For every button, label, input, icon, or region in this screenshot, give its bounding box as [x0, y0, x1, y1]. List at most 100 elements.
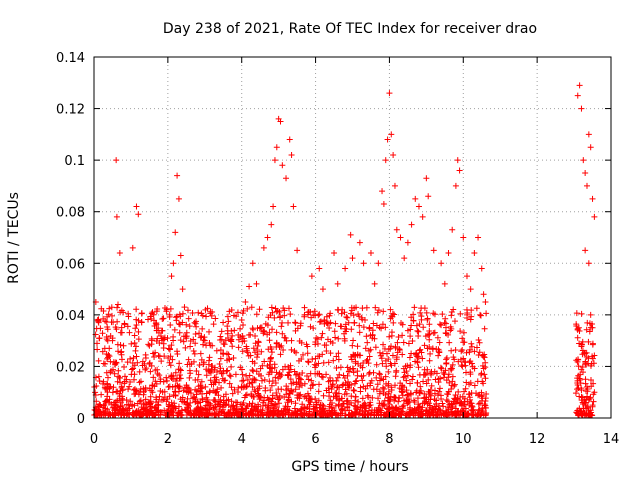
data-point-background: [337, 364, 344, 371]
data-point-background: [97, 325, 104, 332]
data-point-background: [318, 411, 325, 418]
data-point-background: [408, 322, 415, 329]
data-point-background: [223, 368, 230, 375]
data-point-background: [156, 393, 163, 400]
data-point-background: [292, 319, 299, 326]
data-point-background: [434, 334, 441, 341]
data-point-background: [286, 407, 293, 414]
data-point-background: [285, 403, 292, 410]
data-point-background: [468, 340, 475, 347]
data-point-background: [147, 403, 154, 410]
data-point-background: [317, 412, 324, 419]
data-point-background: [123, 396, 130, 403]
data-point-background: [211, 411, 218, 418]
data-point-background: [393, 367, 400, 374]
data-point: [438, 260, 445, 267]
data-point-background: [152, 367, 159, 374]
data-point-background: [379, 384, 386, 391]
data-point-background: [327, 310, 334, 317]
data-point-background: [370, 386, 377, 393]
data-point-background: [352, 393, 359, 400]
data-point-background: [100, 402, 107, 409]
data-point-background: [427, 350, 434, 357]
data-point-background: [477, 312, 484, 319]
data-point-background: [184, 385, 191, 392]
data-point-background: [235, 344, 242, 351]
data-point: [349, 255, 356, 262]
data-point-background: [348, 356, 355, 363]
data-point-background: [335, 350, 342, 357]
data-point-background: [224, 313, 231, 320]
data-point-background: [249, 367, 256, 374]
data-point-background: [313, 335, 320, 342]
data-point-background: [145, 316, 152, 323]
data-point: [360, 260, 367, 267]
data-point-background: [317, 402, 324, 409]
data-point-background: [142, 366, 149, 373]
data-point: [585, 131, 592, 138]
data-point-background: [217, 346, 224, 353]
data-point-background: [294, 325, 301, 332]
data-point-background: [437, 375, 444, 382]
data-point-background: [206, 388, 213, 395]
data-point: [582, 350, 589, 357]
data-point: [113, 157, 120, 164]
data-point-background: [407, 380, 414, 387]
data-point-background: [408, 350, 415, 357]
data-point-background: [410, 317, 417, 324]
data-point-background: [163, 374, 170, 381]
data-point-background: [287, 376, 294, 383]
data-point-background: [131, 376, 138, 383]
data-point-background: [585, 411, 592, 418]
data-point-background: [276, 400, 283, 407]
data-point-background: [192, 386, 199, 393]
data-point-background: [345, 368, 352, 375]
data-point-background: [288, 337, 295, 344]
data-point: [172, 229, 179, 236]
data-point-background: [345, 382, 352, 389]
data-point-background: [316, 404, 323, 411]
y-tick-label: 0.02: [56, 360, 85, 375]
grid-lines: [94, 57, 611, 418]
data-point-background: [149, 382, 156, 389]
data-point-background: [237, 325, 244, 332]
data-point-background: [413, 322, 420, 329]
data-point-background: [376, 349, 383, 356]
data-point-background: [143, 401, 150, 408]
data-point-background: [320, 405, 327, 412]
data-point: [587, 311, 594, 318]
data-point-background: [586, 328, 593, 335]
data-point-background: [258, 348, 265, 355]
data-point-background: [122, 407, 129, 414]
data-point-background: [239, 338, 246, 345]
data-point-background: [195, 407, 202, 414]
data-point-background: [341, 412, 348, 419]
data-point-background: [106, 396, 113, 403]
data-point-background: [250, 345, 257, 352]
data-point-background: [126, 383, 133, 390]
data-point: [578, 105, 585, 112]
data-point-background: [309, 412, 316, 419]
data-point-background: [395, 398, 402, 405]
data-point-background: [459, 363, 466, 370]
y-axis-label: ROTI / TECUs: [6, 192, 22, 284]
data-point-background: [249, 379, 256, 386]
data-point-background: [326, 393, 333, 400]
data-point-background: [191, 319, 198, 326]
data-point-background: [381, 386, 388, 393]
data-point-background: [176, 371, 183, 378]
data-point: [270, 203, 277, 210]
data-point-background: [354, 406, 361, 413]
data-point-background: [94, 340, 101, 347]
data-point-background: [348, 307, 355, 314]
data-point-background: [582, 399, 589, 406]
data-point-background: [307, 370, 314, 377]
data-point-background: [411, 406, 418, 413]
data-point: [480, 291, 487, 298]
data-point-background: [276, 371, 283, 378]
data-point-background: [393, 356, 400, 363]
data-point-background: [95, 403, 102, 410]
data-point-background: [449, 361, 456, 368]
data-point-background: [422, 333, 429, 340]
data-point-background: [185, 389, 192, 396]
